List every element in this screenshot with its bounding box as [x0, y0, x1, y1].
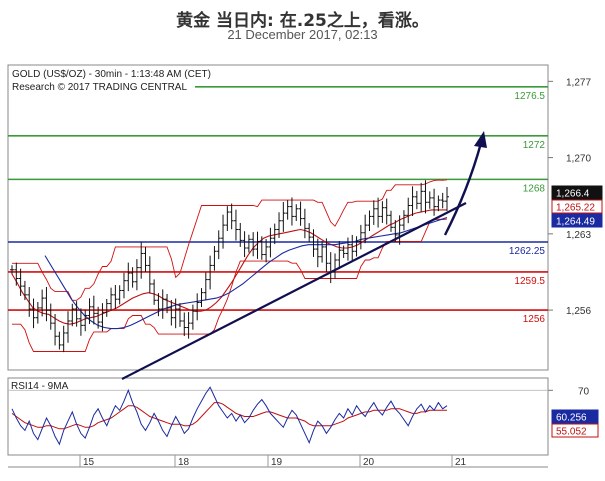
y-tick-label: 1,270 — [566, 154, 591, 165]
page-date: 21 December 2017, 02:13 — [227, 27, 378, 42]
rsi-badge-bg — [551, 409, 599, 424]
page-title: 黄金 当日内: 在.25之上，看涨。 — [176, 11, 429, 31]
x-tick-label: 21 — [455, 457, 467, 468]
price-level-label: 1256 — [523, 314, 546, 325]
price-level-label: 1268 — [523, 183, 546, 194]
forecast-arrowhead — [474, 131, 487, 148]
x-tick-label: 15 — [83, 457, 95, 468]
rsi-tick-label: 70 — [578, 386, 590, 397]
rsi-label: RSI14 - 9MA — [11, 381, 69, 392]
y-tick-label: 1,263 — [566, 230, 591, 241]
rsi-ma-line — [11, 402, 447, 430]
rsi-badge-label: 55.052 — [556, 427, 587, 438]
upper-band-line — [12, 179, 448, 301]
trend-line — [121, 202, 467, 380]
forecast-arrow — [443, 142, 483, 236]
rsi-line — [11, 386, 448, 446]
x-tick-label: 18 — [178, 457, 190, 468]
price-level-label: 1272 — [523, 140, 546, 151]
x-tick-label: 19 — [271, 457, 283, 468]
rsi-badge-bg — [551, 423, 599, 438]
research-label: Research © 2017 TRADING CENTRAL — [12, 82, 187, 93]
y-tick-label: 1,277 — [566, 77, 591, 88]
price-badge-label: 1,265.22 — [556, 203, 595, 214]
price-badge-label: 1,264.49 — [556, 217, 595, 228]
blue-moving-average-line — [44, 216, 448, 330]
price-badge-bg — [551, 199, 603, 214]
rsi-panel-frame — [7, 377, 549, 456]
price-level-label: 1259.5 — [514, 276, 545, 287]
rsi-badge-label: 60.256 — [556, 413, 587, 424]
price-badge-label: 1,266.4 — [556, 189, 590, 200]
price-panel-frame — [7, 64, 549, 371]
x-tick-label: 20 — [363, 457, 375, 468]
price-level-label: 1262.25 — [509, 246, 546, 257]
instrument-label: GOLD (US$/OZ) - 30min - 1:13:48 AM (CET) — [12, 69, 211, 80]
red-moving-average-line — [11, 209, 447, 325]
price-badge-bg — [551, 185, 603, 200]
y-tick-label: 1,256 — [566, 306, 591, 317]
price-level-label: 1276.5 — [514, 91, 545, 102]
price-badge-bg — [551, 213, 603, 228]
